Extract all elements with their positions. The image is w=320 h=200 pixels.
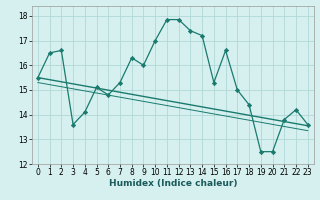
X-axis label: Humidex (Indice chaleur): Humidex (Indice chaleur) xyxy=(108,179,237,188)
